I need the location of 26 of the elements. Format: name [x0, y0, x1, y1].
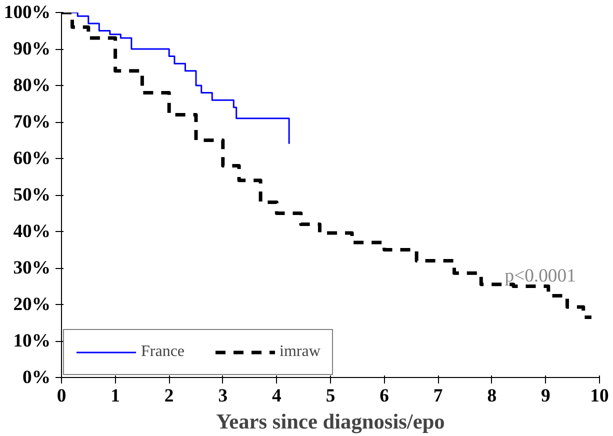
y-tick-label: 90% [13, 38, 50, 60]
x-tick-label: 0 [56, 386, 66, 406]
y-tick-label: 100% [4, 2, 50, 23]
legend-label: France [141, 343, 185, 361]
legend-label: imraw [280, 343, 320, 361]
y-tick-label: 60% [13, 148, 50, 169]
y-tick-label: 20% [13, 294, 50, 315]
y-tick-label: 30% [13, 258, 50, 278]
x-tick-label: 6 [380, 386, 389, 406]
x-tick-label: 7 [433, 386, 443, 406]
y-tick-label: 10% [13, 330, 50, 352]
y-tick-label: 70% [13, 112, 50, 132]
y-tick-label: 40% [13, 221, 50, 242]
y-tick-label: 80% [13, 75, 50, 96]
x-tick-label: 5 [326, 386, 336, 406]
x-tick-label: 3 [218, 386, 228, 406]
x-tick-label: 8 [487, 386, 497, 406]
x-tick-label: 1 [110, 386, 120, 406]
x-tick-label: 10 [590, 386, 609, 406]
x-tick-label: 4 [272, 386, 282, 406]
y-tick-label: 0% [22, 367, 50, 388]
x-tick-label: 9 [541, 386, 550, 406]
annotation: p<0.0001 [504, 265, 576, 286]
y-tick-label: 50% [13, 184, 50, 206]
x-axis-title: Years since diagnosis/epo [216, 410, 445, 434]
x-tick-label: 2 [164, 386, 174, 406]
